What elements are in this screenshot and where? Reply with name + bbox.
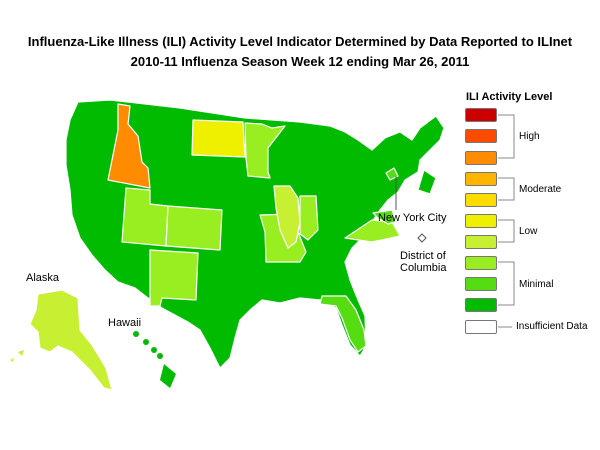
label-new-york-city: New York City xyxy=(378,212,447,224)
label-dc-line2: Columbia xyxy=(400,262,447,274)
legend-swatch-level-9 xyxy=(465,129,497,143)
legend-swatch-level-2 xyxy=(465,277,497,291)
legend-title: ILI Activity Level xyxy=(466,91,553,103)
legend-label-high: High xyxy=(519,131,540,142)
label-hawaii: Hawaii xyxy=(108,317,142,329)
legend-label-moderate: Moderate xyxy=(519,184,562,195)
state-minnesota xyxy=(244,122,286,179)
legend-swatch-level-4 xyxy=(465,235,497,249)
state-north-dakota xyxy=(191,119,246,158)
state-illinois xyxy=(273,185,301,249)
state-rhode-island-inset xyxy=(417,169,437,195)
legend-swatch-level-3 xyxy=(465,256,497,270)
label-alaska: Alaska xyxy=(26,272,60,284)
state-new-york-city xyxy=(385,167,399,181)
state-alaska xyxy=(29,289,113,391)
state-new-mexico xyxy=(149,249,199,307)
alaska-aleutian-islands xyxy=(10,350,24,362)
state-hawaii xyxy=(133,331,176,388)
legend-swatch-level-5 xyxy=(465,214,497,228)
label-dc-line1: District of xyxy=(400,250,446,262)
legend-swatch-level-8 xyxy=(465,151,497,165)
state-florida xyxy=(319,295,367,353)
legend-swatch-level-10 xyxy=(465,108,497,122)
state-indiana xyxy=(299,195,319,241)
state-virginia xyxy=(344,219,401,243)
state-colorado xyxy=(165,205,223,251)
legend-label-insufficient: Insufficient Data xyxy=(516,321,588,332)
legend-swatch-level-7 xyxy=(465,172,497,186)
legend-swatch-level-1 xyxy=(465,298,497,312)
state-dc-inset xyxy=(417,233,427,243)
legend-swatch-level-6 xyxy=(465,193,497,207)
legend-label-low: Low xyxy=(519,226,538,237)
legend-swatch-insufficient xyxy=(465,320,497,334)
state-maryland xyxy=(372,209,397,225)
legend-label-minimal: Minimal xyxy=(519,279,554,290)
chart-subtitle: 2010-11 Influenza Season Week 12 ending … xyxy=(130,54,470,69)
state-idaho xyxy=(107,103,151,189)
chart-title: Influenza-Like Illness (ILI) Activity Le… xyxy=(27,34,573,49)
